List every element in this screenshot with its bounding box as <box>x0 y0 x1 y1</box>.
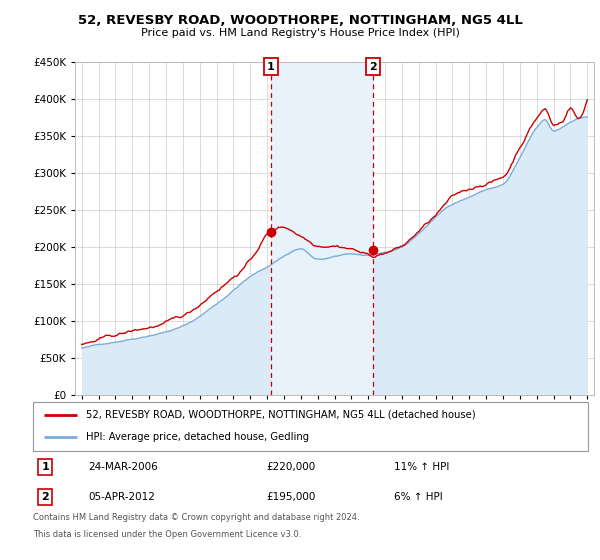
Text: 6% ↑ HPI: 6% ↑ HPI <box>394 492 443 502</box>
Text: 52, REVESBY ROAD, WOODTHORPE, NOTTINGHAM, NG5 4LL (detached house): 52, REVESBY ROAD, WOODTHORPE, NOTTINGHAM… <box>86 410 475 420</box>
Text: Price paid vs. HM Land Registry's House Price Index (HPI): Price paid vs. HM Land Registry's House … <box>140 28 460 38</box>
Text: £195,000: £195,000 <box>266 492 316 502</box>
Bar <box>271 62 373 395</box>
Text: 1: 1 <box>267 62 275 72</box>
Text: 24-MAR-2006: 24-MAR-2006 <box>89 462 158 472</box>
Text: 2: 2 <box>369 62 377 72</box>
Text: 11% ↑ HPI: 11% ↑ HPI <box>394 462 449 472</box>
Text: Contains HM Land Registry data © Crown copyright and database right 2024.: Contains HM Land Registry data © Crown c… <box>33 513 359 522</box>
FancyBboxPatch shape <box>33 402 588 451</box>
Text: 05-APR-2012: 05-APR-2012 <box>89 492 155 502</box>
Text: 52, REVESBY ROAD, WOODTHORPE, NOTTINGHAM, NG5 4LL: 52, REVESBY ROAD, WOODTHORPE, NOTTINGHAM… <box>77 14 523 27</box>
Text: 2: 2 <box>41 492 49 502</box>
Text: 1: 1 <box>41 462 49 472</box>
Text: £220,000: £220,000 <box>266 462 316 472</box>
Text: HPI: Average price, detached house, Gedling: HPI: Average price, detached house, Gedl… <box>86 432 309 442</box>
Text: This data is licensed under the Open Government Licence v3.0.: This data is licensed under the Open Gov… <box>33 530 301 539</box>
